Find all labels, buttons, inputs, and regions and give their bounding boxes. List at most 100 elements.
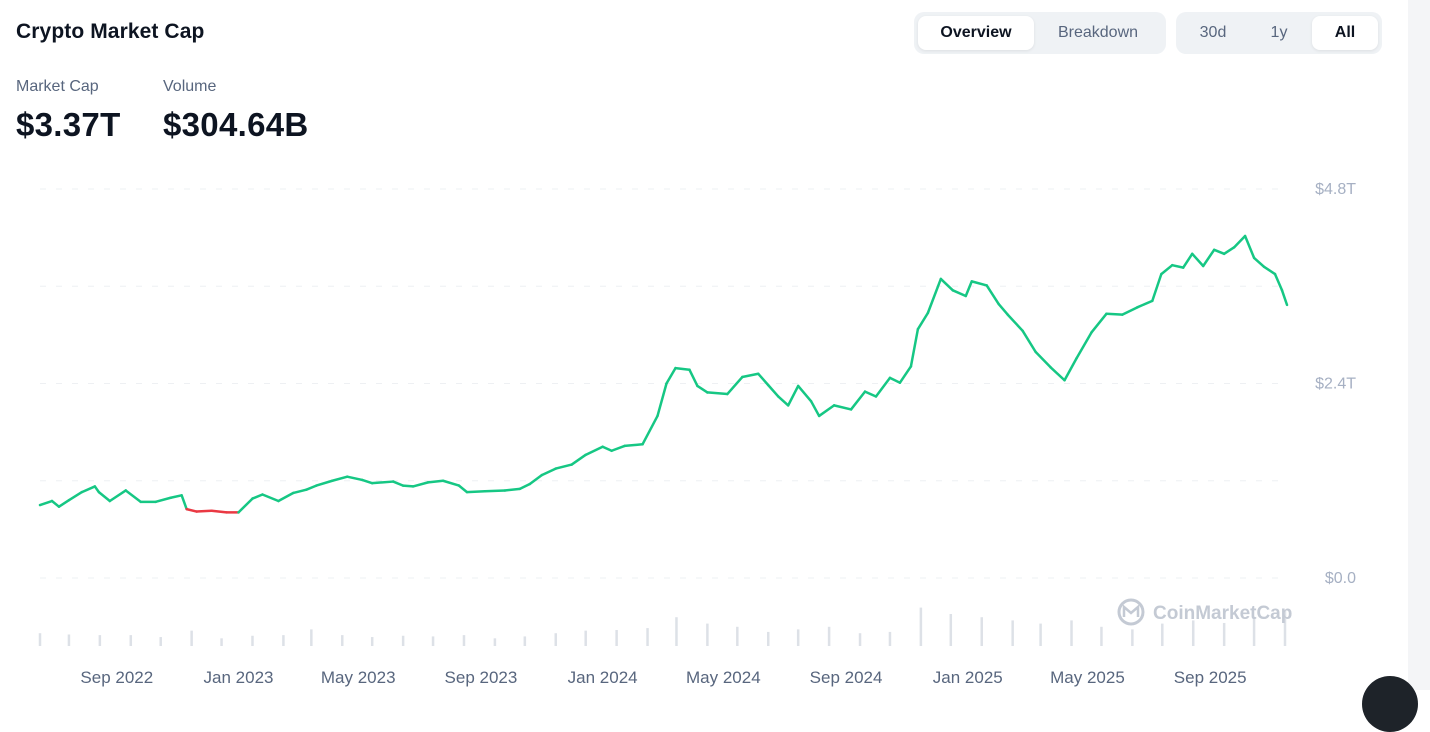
- chat-launcher-button[interactable]: [1362, 676, 1418, 732]
- line-segment: [997, 302, 1009, 316]
- line-segment: [766, 383, 780, 398]
- line-segment: [528, 473, 544, 486]
- line-segment: [1262, 265, 1277, 276]
- line-segment: [441, 479, 461, 487]
- line-segment: [401, 484, 415, 488]
- line-segment: [411, 481, 430, 488]
- line-segment: [1151, 272, 1163, 303]
- line-segment: [108, 489, 128, 503]
- line-segment: [305, 484, 318, 491]
- line-segment: [1243, 234, 1256, 260]
- watermark-text: CoinMarketCap: [1153, 603, 1292, 624]
- line-segment: [124, 489, 143, 504]
- coinmarketcap-watermark: CoinMarketCap: [1117, 598, 1292, 626]
- line-segment: [985, 284, 1000, 306]
- line-segment: [50, 499, 61, 508]
- x-axis: Sep 2022 Jan 2023 May 2023 Sep 2023 Jan 2024…: [80, 668, 1246, 687]
- line-segment: [888, 376, 902, 384]
- x-tick-label: May 2024: [686, 668, 761, 687]
- y-tick-label: $4.8T: [1315, 181, 1356, 198]
- line-segment: [169, 494, 183, 500]
- volume-label: Volume: [163, 78, 217, 95]
- line-segment: [540, 467, 558, 477]
- x-tick-label: May 2023: [321, 668, 396, 687]
- line-segment: [195, 509, 213, 513]
- line-segment: [570, 453, 587, 466]
- line-segment: [1063, 357, 1078, 382]
- range-1y-button[interactable]: 1y: [1270, 24, 1288, 41]
- line-segment: [503, 487, 522, 492]
- line-segment: [796, 384, 813, 403]
- line-segment: [1212, 248, 1226, 256]
- line-segment: [916, 311, 930, 331]
- line-segment: [1171, 263, 1185, 269]
- x-tick-label: Jan 2024: [568, 668, 638, 687]
- line-segment: [951, 289, 968, 298]
- line-segment: [97, 490, 112, 503]
- line-segment: [315, 479, 334, 487]
- line-segment: [346, 475, 364, 482]
- line-segment: [1034, 350, 1052, 369]
- line-segment: [391, 480, 405, 487]
- right-edge-strip: [1408, 0, 1430, 690]
- line-segment: [465, 490, 487, 494]
- line-segment: [180, 494, 188, 511]
- line-segment: [1075, 331, 1093, 360]
- line-segment: [1280, 289, 1289, 307]
- line-segment: [1201, 248, 1216, 268]
- x-tick-label: May 2025: [1050, 668, 1125, 687]
- line-segment: [80, 485, 97, 494]
- line-segment: [688, 368, 699, 388]
- coinmarketcap-logo-icon: [1117, 598, 1145, 626]
- tab-overview[interactable]: Overview: [918, 16, 1034, 50]
- page-title: Crypto Market Cap: [16, 20, 205, 43]
- line-segment: [832, 404, 853, 411]
- line-segment: [926, 277, 943, 315]
- line-segment: [1190, 252, 1205, 268]
- line-segment: [1121, 306, 1139, 316]
- line-segment: [1006, 313, 1024, 333]
- line-segment: [261, 493, 280, 503]
- line-segment: [696, 384, 709, 394]
- line-segment: [601, 445, 613, 453]
- line-segment: [57, 498, 71, 508]
- x-tick-label: Sep 2023: [445, 668, 518, 687]
- x-tick-label: Sep 2024: [810, 668, 883, 687]
- line-segment: [809, 400, 821, 418]
- line-segment: [741, 372, 760, 379]
- line-segment: [370, 480, 395, 485]
- y-tick-label: $0.0: [1325, 570, 1356, 587]
- line-segment: [426, 479, 445, 484]
- line-segment: [1049, 366, 1066, 382]
- line-segment: [251, 493, 264, 500]
- line-segment: [1181, 252, 1194, 269]
- volume-bars: [38, 607, 1287, 646]
- view-toggle: Overview Breakdown: [914, 12, 1166, 54]
- line-segment: [457, 484, 469, 494]
- line-segment: [1273, 272, 1284, 292]
- line-segment: [210, 509, 228, 514]
- y-axis: $0.0 $2.4T $4.8T: [1315, 181, 1356, 587]
- line-segment: [909, 327, 920, 368]
- line-segment: [674, 366, 691, 371]
- market-cap-chart[interactable]: CoinMarketCap $0.0 $2.4T $4.8T Sep 2022 Jan…: [0, 0, 1430, 690]
- grid: [40, 188, 1287, 579]
- line-segment: [1232, 234, 1247, 249]
- tab-breakdown[interactable]: Breakdown: [1057, 24, 1139, 41]
- market-cap-value: $3.37T: [16, 106, 121, 143]
- market-cap-line: [38, 234, 1289, 514]
- line-segment: [292, 488, 308, 495]
- line-segment: [874, 376, 892, 398]
- line-segment: [1090, 312, 1108, 334]
- range-30d-button[interactable]: 30d: [1199, 24, 1227, 41]
- line-segment: [726, 375, 744, 396]
- line-segment: [757, 372, 770, 387]
- market-cap-stat: Market Cap $3.37T: [16, 78, 121, 144]
- range-all-button[interactable]: All: [1312, 16, 1378, 50]
- line-segment: [38, 499, 54, 507]
- x-tick-label: Jan 2023: [204, 668, 274, 687]
- line-segment: [817, 404, 836, 418]
- line-segment: [849, 390, 867, 411]
- line-segment: [863, 390, 878, 398]
- line-segment: [483, 489, 507, 493]
